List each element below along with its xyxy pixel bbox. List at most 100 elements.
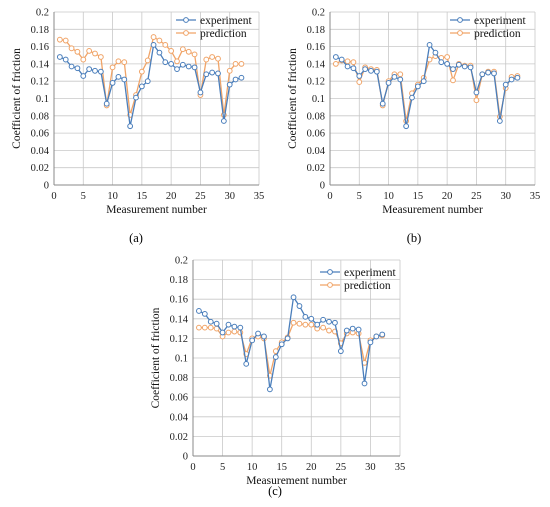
y-tick-label: 0.12 [307,77,325,88]
y-tick-label: 0.04 [307,146,326,157]
data-point-prediction [450,77,456,84]
x-tick-label: 10 [383,191,394,202]
y-tick-label: 0.18 [307,25,325,36]
data-point-experiment [86,66,93,72]
data-point-experiment [338,56,345,63]
y-tick-label: 0.06 [307,129,325,140]
data-point-experiment [203,71,210,78]
y-axis-label: Coefficient of friction [11,48,23,149]
y-tick-label: 0 [320,181,325,192]
panel-label: (b) [407,231,422,245]
data-point-experiment [209,69,216,76]
data-point-prediction [121,59,128,66]
data-point-experiment [326,318,332,325]
data-point-prediction [290,319,297,326]
data-point-experiment [332,54,339,60]
legend-label-experiment: experiment [200,15,253,27]
x-tick-label: 20 [442,191,453,202]
y-tick-label: 0.1 [312,94,325,105]
y-tick-label: 0.18 [31,25,49,36]
y-tick-label: 0.14 [31,59,50,70]
data-point-experiment [232,76,239,83]
data-point-prediction [86,48,93,54]
data-point-experiment [278,341,285,348]
data-point-prediction [80,56,87,63]
data-point-experiment [225,321,232,328]
x-tick-label: 15 [413,191,424,202]
data-point-prediction [138,68,145,75]
data-point-experiment [138,83,145,90]
x-tick-label: 10 [107,191,118,202]
data-point-prediction [302,321,309,328]
data-point-experiment [450,66,456,72]
data-point-experiment [220,118,227,124]
data-point-experiment [485,69,492,76]
data-point-experiment [284,335,291,342]
y-tick-label: 0.12 [31,77,49,88]
y-tick-label: 0.08 [170,373,188,384]
data-point-experiment [502,81,509,88]
data-point-prediction [296,320,303,327]
data-point-experiment [343,327,350,334]
data-point-prediction [207,324,214,331]
data-point-prediction [209,54,216,60]
data-point-experiment [373,68,380,75]
data-point-experiment [266,386,273,393]
data-point-experiment [62,56,69,63]
data-point-experiment [197,89,204,96]
data-point-experiment [215,70,221,77]
data-point-prediction [344,58,351,65]
data-point-prediction [225,329,232,336]
data-point-experiment [332,319,338,326]
data-point-prediction [162,41,169,48]
data-point-prediction [356,79,363,85]
data-point-experiment [302,313,309,320]
data-point-prediction [92,50,98,57]
y-tick-label: 0.16 [170,295,188,306]
series-line-experiment [335,43,518,127]
data-point-experiment [473,89,480,96]
data-point-experiment [207,318,214,325]
x-tick-label: 15 [137,191,148,202]
data-point-experiment [231,323,238,330]
data-point-experiment [290,294,297,301]
x-axis-label: Measurement number [246,475,347,487]
data-point-experiment [97,68,104,75]
data-point-experiment [432,49,439,56]
x-tick-label: 30 [224,191,235,202]
legend-marker-prediction [327,282,333,288]
data-point-prediction [144,57,151,64]
legend-label-prediction: prediction [474,28,521,40]
y-tick-label: 0.1 [36,94,49,105]
data-point-experiment [56,54,63,60]
data-point-prediction [308,321,315,328]
data-point-experiment [150,41,157,48]
y-tick-label: 0.08 [307,111,325,122]
data-point-experiment [121,76,128,83]
x-axis-label: Measurement number [106,204,207,216]
data-point-prediction [350,59,357,66]
data-point-experiment [226,81,233,88]
data-point-experiment [491,70,497,77]
y-tick-label: 0.2 [312,8,325,19]
data-point-experiment [243,360,250,367]
chart-panel-1: 0 0.02 0.04 0.06 0.08 0.1 0.12 0.14 0.16 0.18 0.2 0… [11,8,264,246]
data-point-experiment [162,59,169,66]
data-point-experiment [196,308,202,314]
data-point-experiment [385,80,392,86]
data-point-experiment [379,331,386,338]
data-point-experiment [426,41,433,48]
data-point-experiment [156,49,163,56]
data-point-experiment [314,321,321,328]
data-point-experiment [403,123,410,130]
x-tick-label: 30 [500,191,511,202]
data-point-prediction [397,71,404,78]
data-point-experiment [361,380,368,387]
x-tick-label: 35 [395,462,406,473]
y-tick-label: 0.12 [170,334,188,345]
y-tick-label: 0.04 [170,412,189,423]
data-point-experiment [115,73,122,80]
data-point-experiment [191,64,198,71]
x-tick-label: 0 [51,191,56,202]
data-point-experiment [479,71,486,78]
